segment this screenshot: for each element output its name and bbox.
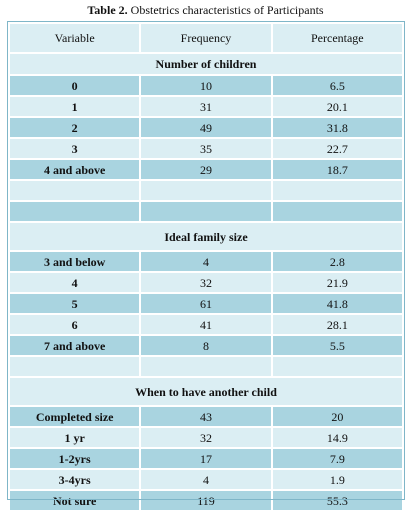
cell-percentage: 22.7	[270, 137, 405, 160]
empty-cell	[270, 355, 405, 378]
table-row: 1 yr 32 14.9	[7, 426, 405, 449]
cell-percentage: 41.8	[270, 292, 405, 315]
cell-frequency: 61	[139, 292, 273, 315]
cell-frequency: 31	[139, 95, 273, 118]
cell-variable: 4	[7, 271, 142, 294]
cell-variable: 1 yr	[7, 426, 142, 449]
cell-percentage: 2.8	[270, 250, 405, 273]
cell-variable: 6	[7, 313, 142, 336]
cell-frequency: 17	[139, 447, 273, 470]
cell-percentage: 20.1	[270, 95, 405, 118]
table-row: 2 49 31.8	[7, 116, 405, 139]
empty-cell	[270, 179, 405, 202]
cell-percentage: 20	[270, 405, 405, 428]
table-row: 4 and above 29 18.7	[7, 158, 405, 181]
cell-frequency: 29	[139, 158, 273, 181]
cell-percentage: 7.9	[270, 447, 405, 470]
spacer-row	[7, 355, 405, 378]
cell-frequency: 8	[139, 334, 273, 357]
cell-variable: 3-4yrs	[7, 468, 142, 491]
table-row: 1-2yrs 17 7.9	[7, 447, 405, 470]
table-row: 0 10 6.5	[7, 74, 405, 97]
table-row: 3-4yrs 4 1.9	[7, 468, 405, 491]
cell-variable: 3	[7, 137, 142, 160]
cell-frequency: 10	[139, 74, 273, 97]
cell-variable: Completed size	[7, 405, 142, 428]
column-header-frequency: Frequency	[139, 22, 273, 54]
table-row: 5 61 41.8	[7, 292, 405, 315]
section-header-row: When to have another child	[8, 376, 404, 407]
cell-frequency: 43	[139, 405, 273, 428]
section-header-row: Ideal family size	[8, 221, 404, 252]
cell-frequency: 41	[139, 313, 273, 336]
table-row: Completed size 43 20	[7, 405, 405, 428]
table-caption-text: Obstetrics characteristics of Participan…	[127, 3, 324, 17]
cell-percentage: 21.9	[270, 271, 405, 294]
cell-percentage: 6.5	[270, 74, 405, 97]
cell-frequency: 4	[139, 468, 273, 491]
empty-cell	[139, 355, 273, 378]
table-header-row: Variable Frequency Percentage	[7, 22, 405, 54]
cell-variable: 7 and above	[7, 334, 142, 357]
cell-frequency: 32	[139, 426, 273, 449]
section-title-when-to-have-another-child: When to have another child	[8, 376, 404, 407]
cell-frequency: 32	[139, 271, 273, 294]
cell-frequency: 49	[139, 116, 273, 139]
empty-cell	[139, 179, 273, 202]
table-row: 1 31 20.1	[7, 95, 405, 118]
column-header-variable: Variable	[7, 22, 142, 54]
table-row: Not sure 119 55.3	[7, 489, 405, 512]
cell-percentage: 55.3	[270, 489, 405, 512]
table-caption-label: Table 2.	[87, 3, 128, 17]
empty-cell	[139, 200, 273, 223]
table-row: 3 35 22.7	[7, 137, 405, 160]
spacer-row	[7, 179, 405, 202]
cell-percentage: 1.9	[270, 468, 405, 491]
cell-variable: 3 and below	[7, 250, 142, 273]
cell-percentage: 14.9	[270, 426, 405, 449]
table-row: 4 32 21.9	[7, 271, 405, 294]
empty-cell	[7, 179, 142, 202]
section-title-number-of-children: Number of children	[8, 52, 404, 76]
table-caption: Table 2. Obstetrics characteristics of P…	[0, 2, 411, 18]
cell-variable: 1	[7, 95, 142, 118]
section-title-ideal-family-size: Ideal family size	[8, 221, 404, 252]
cell-frequency: 4	[139, 250, 273, 273]
cell-percentage: 31.8	[270, 116, 405, 139]
cell-variable: Not sure	[7, 489, 142, 512]
section-header-row: Number of children	[8, 52, 404, 76]
cell-percentage: 28.1	[270, 313, 405, 336]
cell-frequency: 35	[139, 137, 273, 160]
spacer-row	[7, 200, 405, 223]
cell-variable: 5	[7, 292, 142, 315]
cell-variable: 1-2yrs	[7, 447, 142, 470]
obstetrics-table: Variable Frequency Percentage Number of …	[7, 22, 405, 512]
empty-cell	[7, 200, 142, 223]
cell-variable: 0	[7, 74, 142, 97]
empty-cell	[7, 355, 142, 378]
cell-percentage: 18.7	[270, 158, 405, 181]
cell-percentage: 5.5	[270, 334, 405, 357]
column-header-percentage: Percentage	[270, 22, 405, 54]
cell-variable: 2	[7, 116, 142, 139]
table-row: 7 and above 8 5.5	[7, 334, 405, 357]
empty-cell	[270, 200, 405, 223]
cell-variable: 4 and above	[7, 158, 142, 181]
cell-frequency: 119	[139, 489, 273, 512]
table-row: 6 41 28.1	[7, 313, 405, 336]
table-row: 3 and below 4 2.8	[7, 250, 405, 273]
